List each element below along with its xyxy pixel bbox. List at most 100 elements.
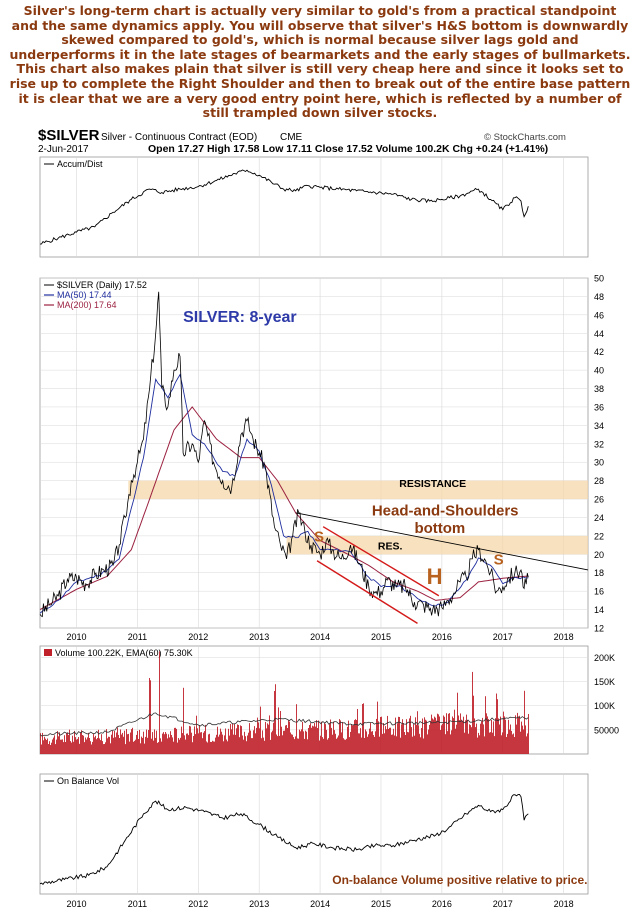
volume-bar (407, 731, 408, 754)
volume-bar (435, 717, 436, 754)
volume-bar (432, 718, 433, 754)
volume-bar (156, 730, 157, 754)
volume-bar (104, 744, 105, 754)
x-tick-label: 2015 (371, 632, 391, 642)
volume-bar (155, 737, 156, 754)
volume-bar (192, 742, 193, 754)
volume-bar (125, 744, 126, 754)
volume-bar (248, 732, 249, 754)
volume-bar (291, 734, 292, 754)
volume-bar (516, 724, 517, 754)
volume-bar (476, 723, 477, 754)
volume-bar (438, 714, 439, 754)
channel-upper-line (322, 526, 440, 597)
volume-bar (110, 743, 111, 754)
volume-bar (147, 737, 148, 754)
volume-bar (336, 738, 337, 754)
volume-bar (262, 730, 263, 754)
volume-bar (187, 733, 188, 754)
volume-bar (240, 725, 241, 754)
volume-bar (295, 736, 296, 754)
volume-bar (299, 729, 300, 754)
left-shoulder-label: S (314, 528, 324, 545)
volume-bar (170, 731, 171, 754)
volume-bar (357, 709, 358, 754)
accum-label: Accum/Dist (57, 159, 103, 169)
volume-bar (163, 732, 164, 754)
volume-bar (249, 723, 250, 754)
volume-bar (462, 721, 463, 754)
commentary-line: This chart also makes plain that silver … (16, 61, 624, 77)
volume-bar (153, 740, 154, 754)
volume-bar (370, 722, 371, 754)
volume-bar (296, 704, 297, 754)
volume-bar (307, 739, 308, 754)
volume-bar (151, 738, 152, 754)
volume-bar (80, 732, 81, 754)
volume-bar (350, 731, 351, 754)
volume-bar (392, 734, 393, 754)
obv-label: On Balance Vol (57, 776, 119, 786)
volume-bar (443, 715, 444, 754)
volume-bar (123, 736, 124, 754)
volume-bar (325, 724, 326, 754)
volume-bar (479, 735, 480, 754)
volume-bar (231, 729, 232, 754)
volume-bar (169, 737, 170, 754)
volume-bar (60, 739, 61, 754)
price-tick-label: 44 (594, 329, 604, 339)
volume-bar (63, 742, 64, 754)
volume-bar (220, 728, 221, 754)
volume-bar (449, 713, 450, 754)
volume-bar (245, 736, 246, 754)
volume-bar (441, 725, 442, 754)
volume-bar (429, 724, 430, 754)
volume-bar (282, 735, 283, 754)
volume-legend-swatch (44, 649, 52, 656)
volume-bar (421, 728, 422, 754)
volume-bar (182, 733, 183, 754)
volume-bar (208, 734, 209, 754)
price-tick-label: 46 (594, 310, 604, 320)
volume-bars (40, 651, 529, 754)
volume-bar (518, 717, 519, 754)
volume-bar (137, 731, 138, 754)
volume-bar (49, 741, 50, 754)
volume-bar (279, 735, 280, 754)
volume-bar (275, 684, 276, 754)
volume-bar (388, 729, 389, 754)
volume-bar (356, 720, 357, 754)
volume-bar (257, 717, 258, 754)
volume-bar (243, 739, 244, 754)
volume-bar (397, 723, 398, 754)
volume-bar (404, 732, 405, 754)
volume-bar (311, 727, 312, 754)
volume-bar (76, 739, 77, 754)
volume-bar (302, 721, 303, 754)
volume-bar (111, 734, 112, 754)
volume-bar (360, 728, 361, 754)
volume-bar (82, 735, 83, 754)
volume-bar (120, 729, 121, 754)
volume-bar (59, 732, 60, 754)
volume-bar (391, 734, 392, 754)
volume-bar (189, 725, 190, 754)
volume-bar (227, 741, 228, 754)
volume-bar (451, 730, 452, 754)
volume-bar (492, 732, 493, 754)
volume-bar (426, 720, 427, 754)
x-tick-label: 2011 (128, 632, 147, 642)
volume-bar (98, 729, 99, 754)
volume-bar (230, 724, 231, 754)
volume-bar (122, 732, 123, 754)
volume-bar (143, 731, 144, 754)
volume-bar (415, 717, 416, 754)
volume-bar (136, 734, 137, 754)
volume-bar (46, 740, 47, 754)
volume-bar (502, 732, 503, 754)
x-tick-label: 2017 (493, 632, 513, 642)
volume-bar (96, 739, 97, 754)
price-tick-label: 40 (594, 366, 604, 376)
volume-bar (344, 739, 345, 754)
volume-bar (214, 741, 215, 754)
